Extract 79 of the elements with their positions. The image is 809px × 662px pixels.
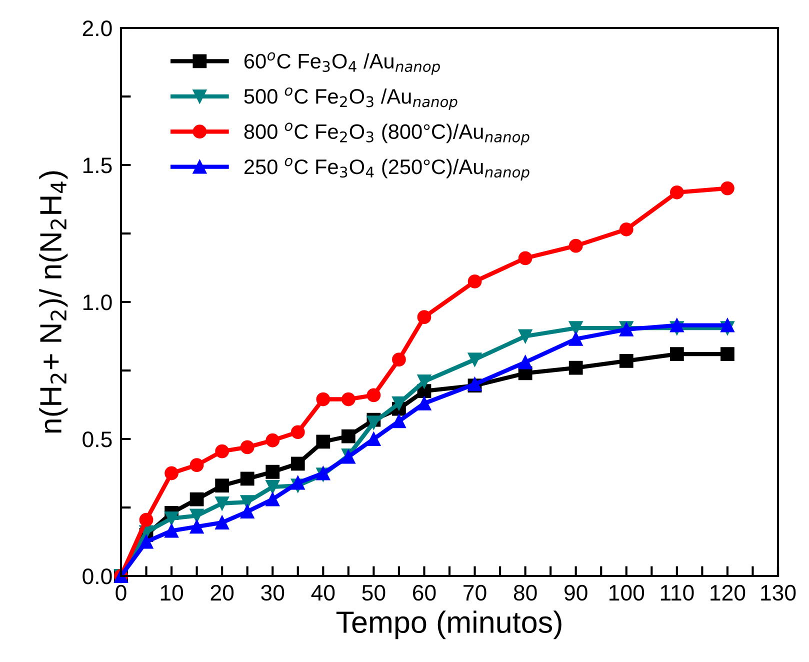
- point: [392, 414, 406, 428]
- point: [568, 238, 583, 253]
- point: [290, 456, 305, 471]
- y-tick-label: 1.0: [83, 294, 112, 310]
- legend-label: 250 $^{o}$C Fe$_{3}$O$_{4}$ (250°C)/Au$_{nanop}$: [244, 158, 530, 180]
- point: [190, 508, 204, 523]
- x-tick-label: 20: [210, 584, 234, 601]
- point: [316, 392, 330, 406]
- x-tick-label: 40: [311, 584, 335, 601]
- point: [720, 181, 734, 196]
- point: [568, 321, 583, 335]
- point: [366, 388, 381, 402]
- point: [215, 516, 230, 530]
- point: [417, 310, 432, 324]
- point: [266, 480, 280, 494]
- legend-label: 800 $^{o}$C Fe$_{2}$O$_{3}$ (800°C)/Au$_{nanop}$: [244, 122, 530, 146]
- point: [568, 360, 583, 375]
- legend-label: 500 $^{o}$C Fe$_{2}$O$_{3}$ /Au$_{nanop}$: [244, 87, 458, 110]
- point: [316, 434, 330, 449]
- x-tick-label: 100: [610, 584, 644, 601]
- point: [139, 512, 154, 527]
- point: [518, 251, 532, 266]
- x-tick-label: 60: [413, 584, 436, 601]
- point: [720, 318, 734, 332]
- point: [468, 274, 482, 288]
- point: [366, 432, 381, 446]
- point: [215, 478, 230, 493]
- point: [215, 496, 230, 510]
- x-tick-label: 50: [362, 584, 386, 601]
- point: [215, 444, 230, 458]
- text: n(H$_{2}$+ N$_{2}$)/ n(N$_{2}$H$_{4}$): [39, 171, 68, 433]
- point: [720, 347, 734, 362]
- point: [290, 476, 305, 490]
- y-tick-label: 1.5: [83, 158, 112, 174]
- point: [341, 392, 356, 406]
- y-tick-label: 0.5: [82, 432, 112, 448]
- point: [568, 332, 583, 346]
- x-tick-label: 90: [564, 584, 588, 601]
- point: [190, 492, 204, 506]
- point: [164, 466, 178, 480]
- point: [266, 433, 280, 448]
- point: [164, 524, 178, 538]
- point: [366, 416, 381, 430]
- point: [468, 352, 482, 366]
- y-tick-label: 2.0: [82, 20, 112, 36]
- legend-label: 60$^{o}$C Fe$_{3}$O$_{4}$ /Au$_{nanop}$: [244, 52, 440, 75]
- x-tick-label: 80: [514, 584, 537, 601]
- point: [139, 534, 154, 549]
- point: [392, 396, 406, 410]
- x-tick-label: 120: [710, 584, 746, 601]
- point: [290, 425, 305, 440]
- x-tick-label: 110: [660, 584, 694, 601]
- point: [392, 352, 406, 366]
- point: [240, 495, 254, 509]
- x-tick-label: 30: [261, 584, 284, 601]
- point: [190, 458, 204, 472]
- point: [266, 464, 280, 479]
- x-tick-label: 10: [160, 584, 184, 601]
- y-tick-label: 0.0: [82, 568, 112, 584]
- point: [670, 347, 684, 362]
- point: [417, 374, 432, 388]
- x-tick-label: 70: [464, 584, 486, 601]
- x-tick-label: 0: [116, 584, 126, 601]
- point: [619, 222, 634, 236]
- point: [417, 396, 432, 410]
- point: [240, 440, 254, 454]
- point: [240, 504, 254, 519]
- x-tick-label: 130: [761, 584, 796, 601]
- point: [240, 472, 254, 486]
- point: [619, 354, 634, 368]
- point: [266, 492, 280, 506]
- point: [164, 512, 178, 526]
- point: [518, 329, 532, 344]
- point: [670, 318, 684, 332]
- point: [518, 355, 532, 370]
- point: [670, 185, 684, 200]
- point: [190, 520, 204, 534]
- point: [341, 429, 356, 444]
- x-axis-title: Tempo (minutos): [336, 610, 562, 640]
